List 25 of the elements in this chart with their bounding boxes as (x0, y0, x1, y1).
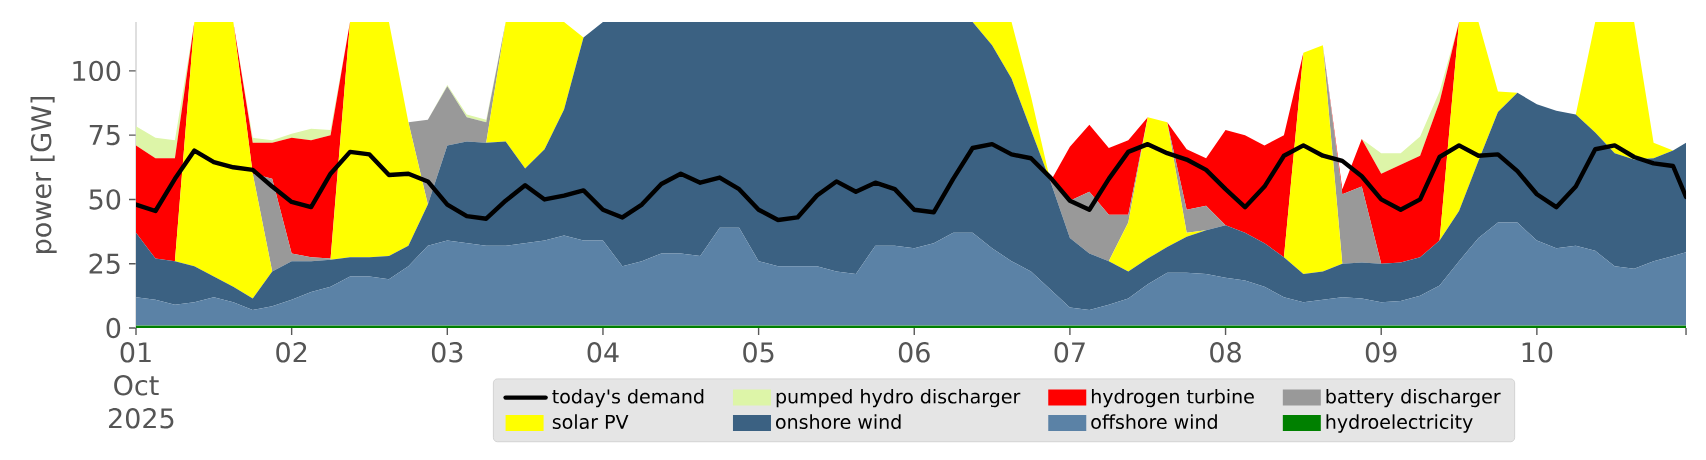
legend-label: solar PV (552, 414, 629, 430)
legend-label: pumped hydro discharger (776, 388, 1021, 408)
x-tick-label: 04 (587, 342, 619, 363)
y-tick-label: 75 (89, 125, 120, 146)
legend-label: battery discharger (1326, 388, 1501, 408)
legend-label: onshore wind (776, 414, 901, 430)
x-tick-label: 10 (1522, 342, 1553, 363)
y-tick-label: 25 (89, 253, 120, 274)
y-axis-title: power [GW] (30, 96, 57, 253)
x-tick-label: 03 (431, 342, 463, 363)
x-tick-label: 01 Oct 2025 (108, 342, 174, 429)
x-tick-label: 08 (1210, 342, 1241, 363)
x-tick-label: 06 (898, 342, 930, 363)
y-tick-label: 0 (106, 317, 121, 339)
legend-label: hydrogen turbine (1091, 388, 1254, 408)
legend-label: hydroelectricity (1326, 414, 1473, 433)
x-tick-label: 07 (1054, 342, 1085, 363)
x-tick-label: 09 (1365, 342, 1397, 363)
y-tick-label: 50 (89, 189, 121, 210)
x-tick-label: 05 (743, 342, 774, 363)
legend-label: today's demand (552, 388, 704, 408)
legend-label: offshore wind (1091, 414, 1217, 430)
line-series (136, 141, 1687, 223)
x-tick-label: 02 (276, 342, 307, 363)
y-tick-label: 100 (73, 60, 121, 82)
